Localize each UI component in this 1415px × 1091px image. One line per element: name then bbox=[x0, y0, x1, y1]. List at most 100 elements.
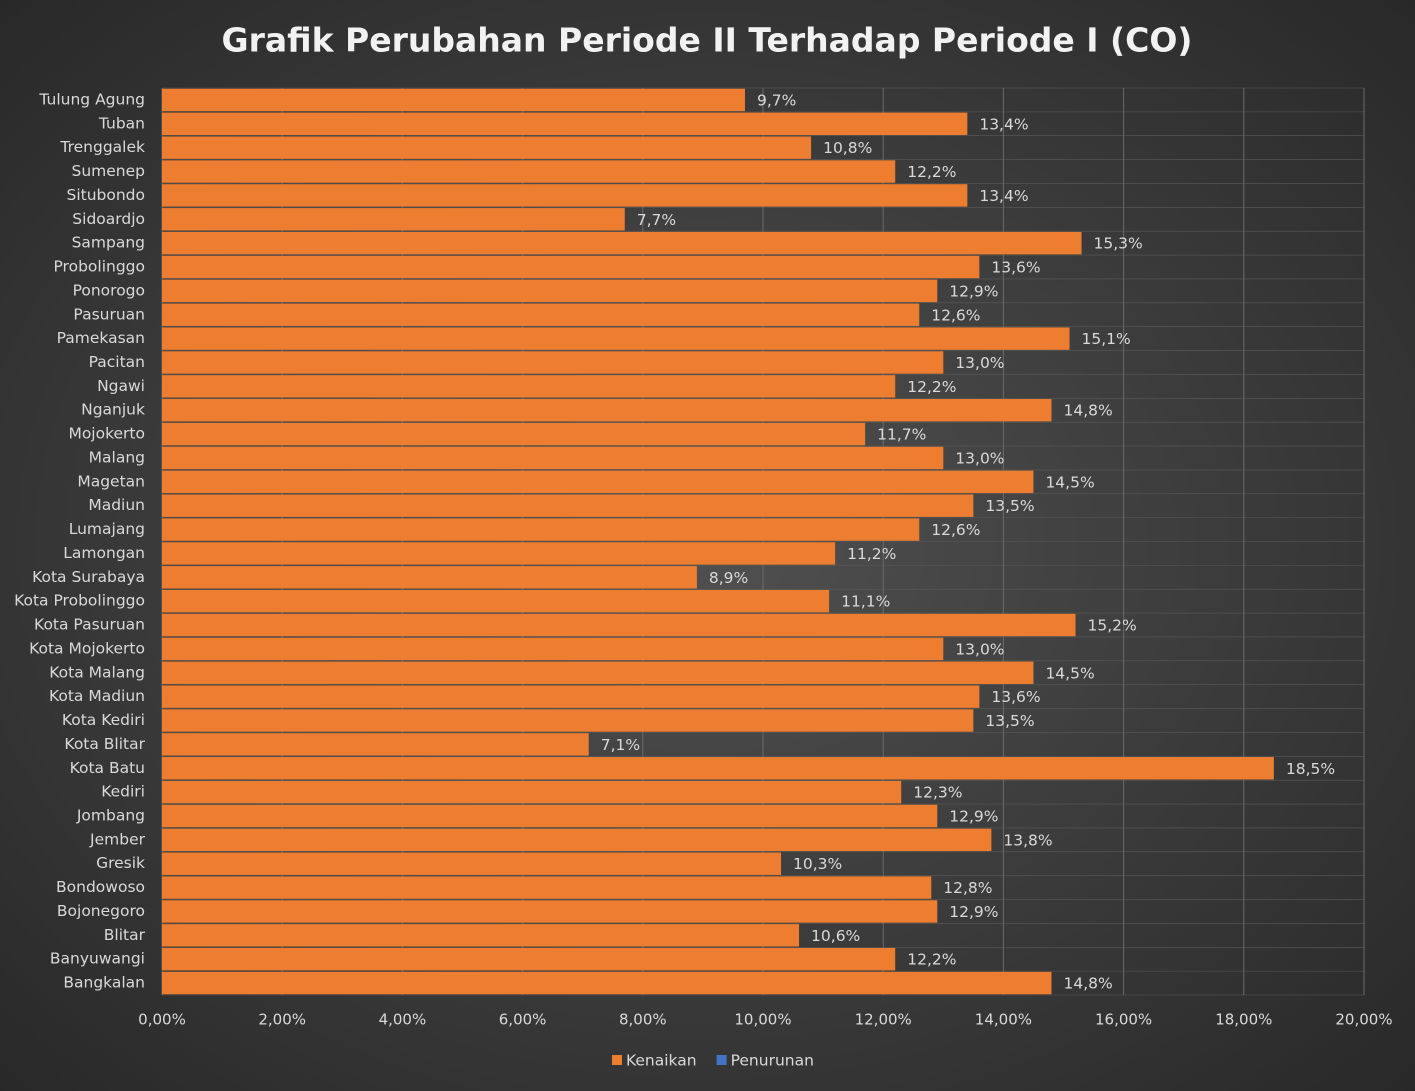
y-tick-label: Kota Batu bbox=[70, 759, 145, 777]
y-tick-label: Tuban bbox=[98, 114, 145, 132]
bar bbox=[162, 112, 968, 136]
bar bbox=[162, 184, 968, 207]
y-tick-label: Jombang bbox=[76, 806, 145, 824]
data-label: 10,6% bbox=[811, 927, 860, 945]
y-tick-label: Ngawi bbox=[97, 377, 145, 395]
y-tick-label: Kota Surabaya bbox=[32, 568, 145, 586]
bar bbox=[162, 852, 782, 875]
data-label: 9,7% bbox=[757, 91, 796, 109]
bar bbox=[162, 900, 938, 923]
y-tick-label: Sampang bbox=[72, 234, 145, 252]
bar bbox=[162, 971, 1052, 995]
bar bbox=[162, 637, 944, 661]
y-tick-label: Bondowoso bbox=[56, 878, 145, 896]
y-tick-label: Pacitan bbox=[89, 353, 145, 371]
x-tick-label: 0,00% bbox=[138, 1011, 186, 1029]
bar bbox=[162, 780, 902, 804]
x-tick-label: 6,00% bbox=[499, 1011, 547, 1029]
x-tick-label: 18,00% bbox=[1215, 1011, 1272, 1029]
y-tick-label: Situbondo bbox=[66, 186, 145, 204]
data-label: 13,0% bbox=[955, 640, 1004, 658]
bar bbox=[162, 518, 920, 541]
data-label: 13,8% bbox=[1003, 831, 1052, 849]
bar bbox=[162, 375, 896, 398]
bar bbox=[162, 589, 830, 613]
data-label: 14,8% bbox=[1063, 402, 1112, 420]
y-tick-label: Banyuwangi bbox=[50, 950, 145, 968]
x-tick-label: 16,00% bbox=[1095, 1011, 1152, 1029]
data-label: 12,9% bbox=[949, 282, 998, 300]
x-tick-label: 20,00% bbox=[1335, 1011, 1392, 1029]
y-tick-label: Kota Kediri bbox=[62, 711, 145, 729]
data-label: 12,2% bbox=[907, 163, 956, 181]
bar bbox=[162, 685, 980, 708]
data-label: 14,5% bbox=[1045, 473, 1094, 491]
bar bbox=[162, 947, 896, 971]
y-tick-label: Gresik bbox=[96, 854, 145, 872]
bar bbox=[162, 231, 1082, 255]
y-tick-label: Kota Mojokerto bbox=[29, 639, 145, 657]
y-tick-label: Kota Madiun bbox=[49, 687, 145, 705]
bar bbox=[162, 876, 932, 899]
legend-swatch bbox=[716, 1055, 727, 1065]
data-label: 7,1% bbox=[601, 736, 640, 754]
data-label: 12,3% bbox=[913, 784, 962, 802]
x-tick-label: 4,00% bbox=[379, 1011, 427, 1029]
y-tick-label: Pasuruan bbox=[73, 305, 145, 323]
bar bbox=[162, 255, 980, 279]
y-tick-label: Sidoardjo bbox=[72, 210, 145, 228]
data-label: 14,5% bbox=[1045, 664, 1094, 682]
data-label: 11,7% bbox=[877, 426, 926, 444]
data-label: 13,0% bbox=[955, 354, 1004, 372]
bar bbox=[162, 446, 944, 470]
data-label: 13,0% bbox=[955, 449, 1004, 467]
x-tick-label: 10,00% bbox=[734, 1011, 791, 1029]
y-tick-label: Magetan bbox=[77, 472, 145, 490]
data-label: 11,2% bbox=[847, 545, 896, 563]
x-tick-label: 14,00% bbox=[975, 1011, 1032, 1029]
bar bbox=[162, 733, 589, 756]
y-tick-label: Pamekasan bbox=[57, 329, 145, 347]
y-tick-label: Lumajang bbox=[69, 520, 145, 538]
data-label: 10,8% bbox=[823, 139, 872, 157]
y-tick-label: Ponorogo bbox=[73, 281, 145, 299]
data-label: 13,4% bbox=[979, 115, 1028, 133]
y-tick-label: Tulung Agung bbox=[38, 90, 145, 108]
x-tick-label: 8,00% bbox=[619, 1011, 667, 1029]
data-label: 12,6% bbox=[931, 521, 980, 539]
bar bbox=[162, 422, 866, 446]
bar bbox=[162, 327, 1070, 350]
y-tick-label: Lamongan bbox=[63, 544, 145, 562]
legend-label: Penurunan bbox=[731, 1052, 814, 1070]
y-tick-label: Trenggalek bbox=[59, 138, 145, 156]
bar bbox=[162, 613, 1076, 637]
y-tick-label: Sumenep bbox=[72, 162, 146, 180]
data-label: 12,8% bbox=[943, 879, 992, 897]
bar bbox=[162, 828, 992, 852]
y-tick-label: Bojonegoro bbox=[57, 902, 145, 920]
y-tick-label: Nganjuk bbox=[81, 401, 145, 419]
y-tick-label: Malang bbox=[89, 448, 145, 466]
bar bbox=[162, 303, 920, 326]
bar bbox=[162, 661, 1034, 684]
data-label: 12,9% bbox=[949, 903, 998, 921]
y-tick-label: Blitar bbox=[104, 926, 146, 944]
bar bbox=[162, 709, 974, 732]
data-label: 12,9% bbox=[949, 807, 998, 825]
data-label: 15,3% bbox=[1094, 235, 1143, 253]
data-label: 13,6% bbox=[991, 688, 1040, 706]
data-label: 18,5% bbox=[1286, 760, 1335, 778]
bar bbox=[162, 757, 1274, 780]
bar bbox=[162, 399, 1052, 422]
legend-label: Kenaikan bbox=[626, 1052, 697, 1070]
data-label: 13,4% bbox=[979, 187, 1028, 205]
x-tick-label: 12,00% bbox=[855, 1011, 912, 1029]
y-tick-label: Kota Probolinggo bbox=[14, 592, 145, 610]
bar bbox=[162, 351, 944, 374]
data-label: 10,3% bbox=[793, 855, 842, 873]
bar bbox=[162, 494, 974, 517]
data-label: 7,7% bbox=[637, 211, 676, 229]
bar bbox=[162, 88, 745, 112]
data-label: 13,6% bbox=[991, 259, 1040, 277]
